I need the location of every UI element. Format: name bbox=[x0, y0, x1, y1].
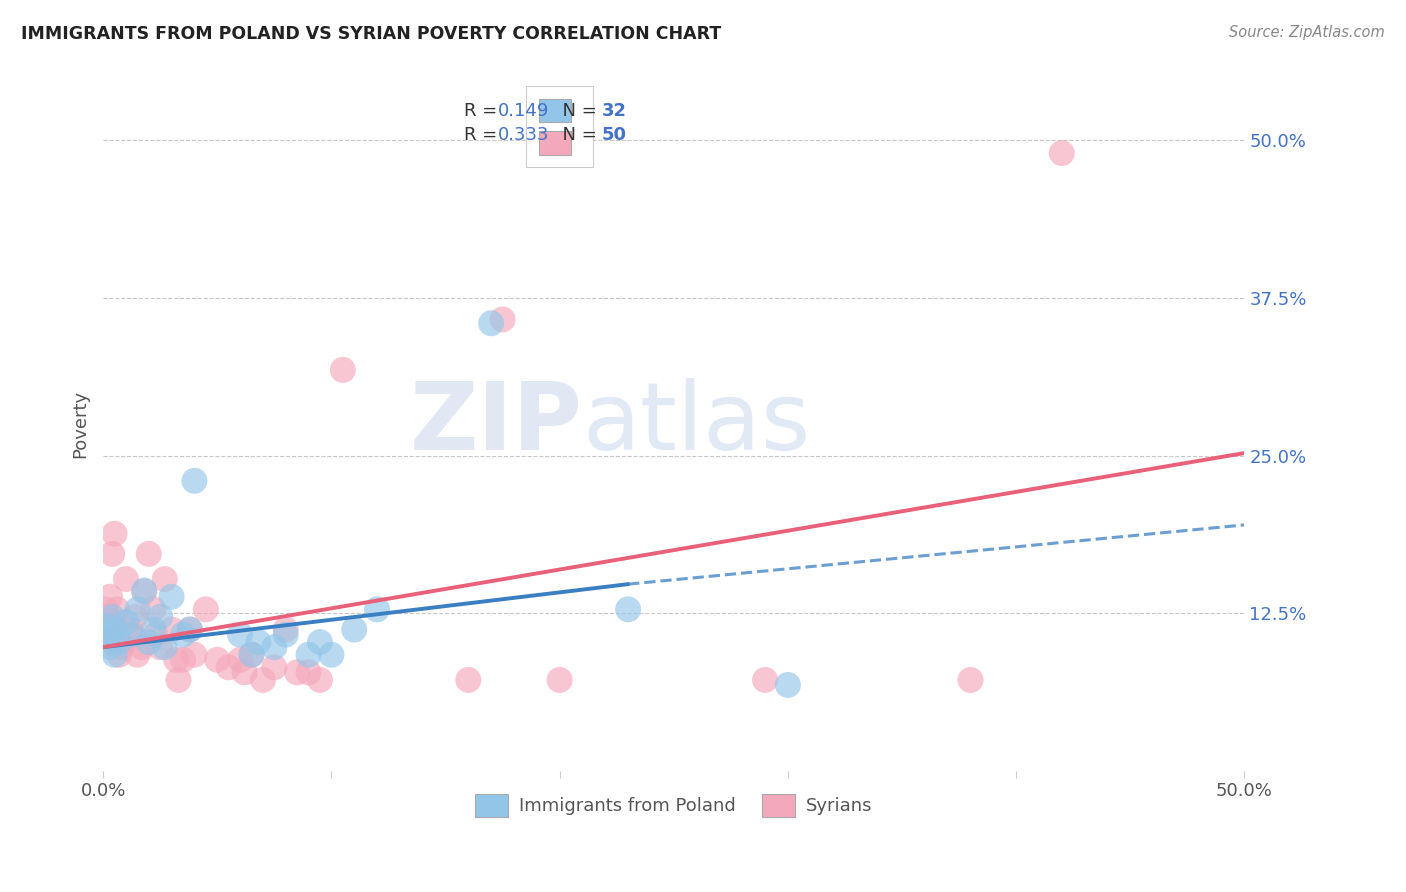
Point bbox=[172, 653, 194, 667]
Point bbox=[263, 640, 285, 655]
Point bbox=[149, 610, 172, 624]
Point bbox=[98, 627, 121, 641]
Point bbox=[160, 590, 183, 604]
Point bbox=[97, 627, 120, 641]
Point bbox=[121, 627, 143, 641]
Point bbox=[183, 474, 205, 488]
Point bbox=[321, 648, 343, 662]
Point bbox=[617, 602, 640, 616]
Text: N =: N = bbox=[551, 126, 602, 144]
Point bbox=[332, 363, 354, 377]
Point bbox=[309, 635, 332, 649]
Text: R =: R = bbox=[464, 103, 503, 120]
Point bbox=[776, 678, 799, 692]
Point bbox=[97, 610, 120, 624]
Text: IMMIGRANTS FROM POLAND VS SYRIAN POVERTY CORRELATION CHART: IMMIGRANTS FROM POLAND VS SYRIAN POVERTY… bbox=[21, 25, 721, 43]
Point bbox=[120, 623, 142, 637]
Y-axis label: Poverty: Poverty bbox=[72, 390, 89, 458]
Point bbox=[101, 635, 124, 649]
Point bbox=[153, 640, 176, 655]
Point bbox=[240, 648, 263, 662]
Point bbox=[101, 547, 124, 561]
Point bbox=[1050, 146, 1073, 161]
Text: atlas: atlas bbox=[582, 378, 811, 470]
Point bbox=[207, 653, 229, 667]
Point bbox=[115, 572, 138, 586]
Point bbox=[194, 602, 217, 616]
Text: 50: 50 bbox=[602, 126, 627, 144]
Point bbox=[548, 673, 571, 687]
Point bbox=[110, 640, 132, 655]
Point bbox=[247, 635, 270, 649]
Point bbox=[94, 615, 117, 629]
Point bbox=[97, 623, 120, 637]
Point bbox=[103, 526, 125, 541]
Text: ZIP: ZIP bbox=[409, 378, 582, 470]
Point bbox=[103, 648, 125, 662]
Point bbox=[263, 660, 285, 674]
Point bbox=[274, 623, 297, 637]
Point bbox=[233, 665, 256, 680]
Point bbox=[479, 316, 502, 330]
Point bbox=[229, 653, 252, 667]
Point bbox=[103, 623, 125, 637]
Point bbox=[120, 627, 142, 641]
Point bbox=[98, 640, 121, 655]
Point bbox=[145, 627, 167, 641]
Point bbox=[165, 653, 187, 667]
Point bbox=[754, 673, 776, 687]
Point bbox=[172, 627, 194, 641]
Point bbox=[138, 547, 160, 561]
Point bbox=[343, 623, 366, 637]
Point bbox=[134, 584, 156, 599]
Point bbox=[134, 583, 156, 598]
Point bbox=[491, 312, 513, 326]
Point bbox=[183, 648, 205, 662]
Point bbox=[142, 602, 165, 616]
Point bbox=[98, 590, 121, 604]
Point bbox=[274, 627, 297, 641]
Point bbox=[959, 673, 981, 687]
Point bbox=[252, 673, 274, 687]
Point bbox=[167, 673, 190, 687]
Point bbox=[366, 602, 388, 616]
Point bbox=[94, 619, 117, 633]
Point bbox=[309, 673, 332, 687]
Point bbox=[124, 610, 146, 624]
Text: 0.149: 0.149 bbox=[498, 103, 550, 120]
Point bbox=[149, 640, 172, 655]
Text: 32: 32 bbox=[602, 103, 627, 120]
Point bbox=[285, 665, 308, 680]
Text: R =: R = bbox=[464, 126, 503, 144]
Point bbox=[131, 640, 153, 655]
Point bbox=[127, 648, 149, 662]
Point bbox=[297, 648, 319, 662]
Point bbox=[108, 648, 131, 662]
Point bbox=[101, 610, 124, 624]
Point bbox=[94, 602, 117, 616]
Point bbox=[218, 660, 240, 674]
Point bbox=[240, 648, 263, 662]
Point bbox=[179, 623, 201, 637]
Point bbox=[142, 623, 165, 637]
Point bbox=[179, 623, 201, 637]
Point bbox=[103, 623, 125, 637]
Point bbox=[138, 635, 160, 649]
Point bbox=[115, 615, 138, 629]
Point bbox=[297, 665, 319, 680]
Point bbox=[108, 635, 131, 649]
Point bbox=[457, 673, 479, 687]
Point bbox=[105, 602, 128, 616]
Point bbox=[153, 572, 176, 586]
Legend: Immigrants from Poland, Syrians: Immigrants from Poland, Syrians bbox=[468, 787, 880, 824]
Text: 0.333: 0.333 bbox=[498, 126, 550, 144]
Point bbox=[160, 623, 183, 637]
Point bbox=[229, 627, 252, 641]
Point bbox=[127, 602, 149, 616]
Text: Source: ZipAtlas.com: Source: ZipAtlas.com bbox=[1229, 25, 1385, 40]
Text: N =: N = bbox=[551, 103, 602, 120]
